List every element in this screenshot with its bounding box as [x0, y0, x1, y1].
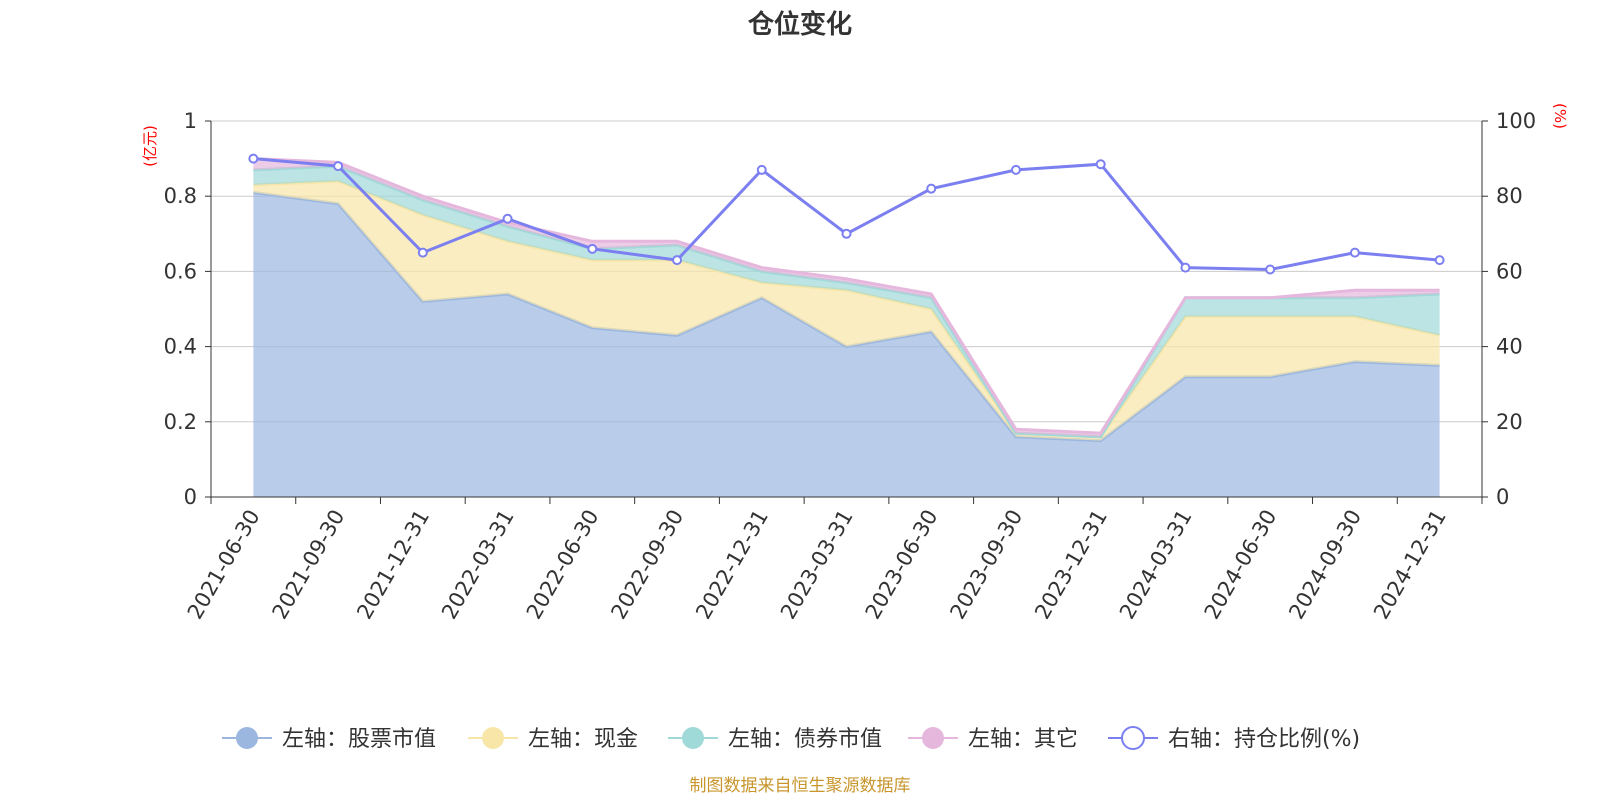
x-axis-tick-label: 2023-06-30 — [861, 506, 943, 624]
right-axis-tick-label: 100 — [1496, 109, 1536, 133]
position-ratio-line — [248, 153, 1445, 275]
x-axis-tick-label: 2024-12-31 — [1369, 506, 1451, 624]
right-axis-tick-label: 20 — [1496, 410, 1523, 434]
legend-label: 左轴：其它 — [968, 727, 1078, 752]
right-axis-tick-label: 0 — [1496, 485, 1509, 509]
x-axis-tick-label: 2022-09-30 — [606, 506, 688, 624]
left-axis-tick-label: 0.4 — [164, 335, 197, 359]
line-point — [1180, 262, 1191, 273]
x-axis-tick-label: 2021-06-30 — [183, 506, 265, 624]
x-axis-tick-label: 2024-03-31 — [1115, 506, 1197, 624]
legend-marker — [922, 727, 944, 749]
right-axis-tick-label: 40 — [1496, 335, 1523, 359]
legend-label: 右轴：持仓比例(%) — [1168, 727, 1360, 752]
line-point — [672, 255, 683, 266]
stacked-areas — [253, 157, 1440, 497]
legend-label: 左轴：现金 — [528, 727, 638, 752]
x-axis-tick-label: 2023-12-31 — [1030, 506, 1112, 624]
x-axis-tick-label: 2023-03-31 — [776, 506, 858, 624]
legend: 左轴：股票市值 左轴：现金 左轴：债券市值 左轴：其它 右轴：持仓比例(%) — [222, 726, 1360, 752]
left-axis-tick-label: 0 — [184, 485, 197, 509]
left-axis-unit: (亿元) — [141, 125, 159, 167]
left-axis-tick-label: 0.2 — [164, 410, 197, 434]
legend-marker — [482, 727, 504, 749]
area-左轴：现金 — [253, 181, 1440, 441]
x-axis-tick-label: 2024-06-30 — [1200, 506, 1282, 624]
line-point — [1349, 247, 1360, 258]
line-point — [333, 161, 344, 172]
left-axis-tick-label: 1 — [184, 109, 197, 133]
line-point — [417, 247, 428, 258]
right-axis-unit: (%) — [1551, 103, 1569, 129]
x-axis-tick-label: 2022-03-31 — [437, 505, 519, 623]
left-axis-tick-label: 0.6 — [164, 259, 197, 283]
x-axis-tick-label: 2024-09-30 — [1284, 506, 1366, 624]
line-point — [1265, 264, 1276, 275]
line-point — [1095, 159, 1106, 170]
line-point — [1434, 255, 1445, 266]
line-point — [248, 153, 259, 164]
legend-label: 左轴：债券市值 — [728, 727, 882, 752]
legend-label: 左轴：股票市值 — [282, 727, 436, 752]
line-point — [841, 228, 852, 239]
area-edge-左轴：其它 — [253, 157, 1440, 435]
right-axis-tick-label: 60 — [1496, 259, 1523, 283]
line-point — [1010, 164, 1021, 175]
legend-marker — [236, 727, 258, 749]
line-point — [756, 164, 767, 175]
x-axis-tick-label: 2022-12-31 — [691, 506, 773, 624]
x-axis-tick-label: 2021-12-31 — [352, 506, 434, 624]
x-axis-tick-label: 2022-06-30 — [522, 506, 604, 624]
line-point — [587, 243, 598, 254]
right-axis-tick-label: 80 — [1496, 184, 1523, 208]
source-note: 制图数据来自恒生聚源数据库 — [690, 776, 911, 796]
line-point — [926, 183, 937, 194]
chart-title: 仓位变化 — [747, 9, 852, 40]
x-axis-tick-label: 2021-09-30 — [268, 506, 350, 624]
line-point — [502, 213, 513, 224]
left-axis-tick-label: 0.8 — [164, 184, 197, 208]
legend-marker — [682, 727, 704, 749]
area-左轴：股票市值 — [253, 192, 1440, 497]
x-axis-tick-label: 2023-09-30 — [945, 506, 1027, 624]
legend-marker — [1121, 726, 1145, 750]
